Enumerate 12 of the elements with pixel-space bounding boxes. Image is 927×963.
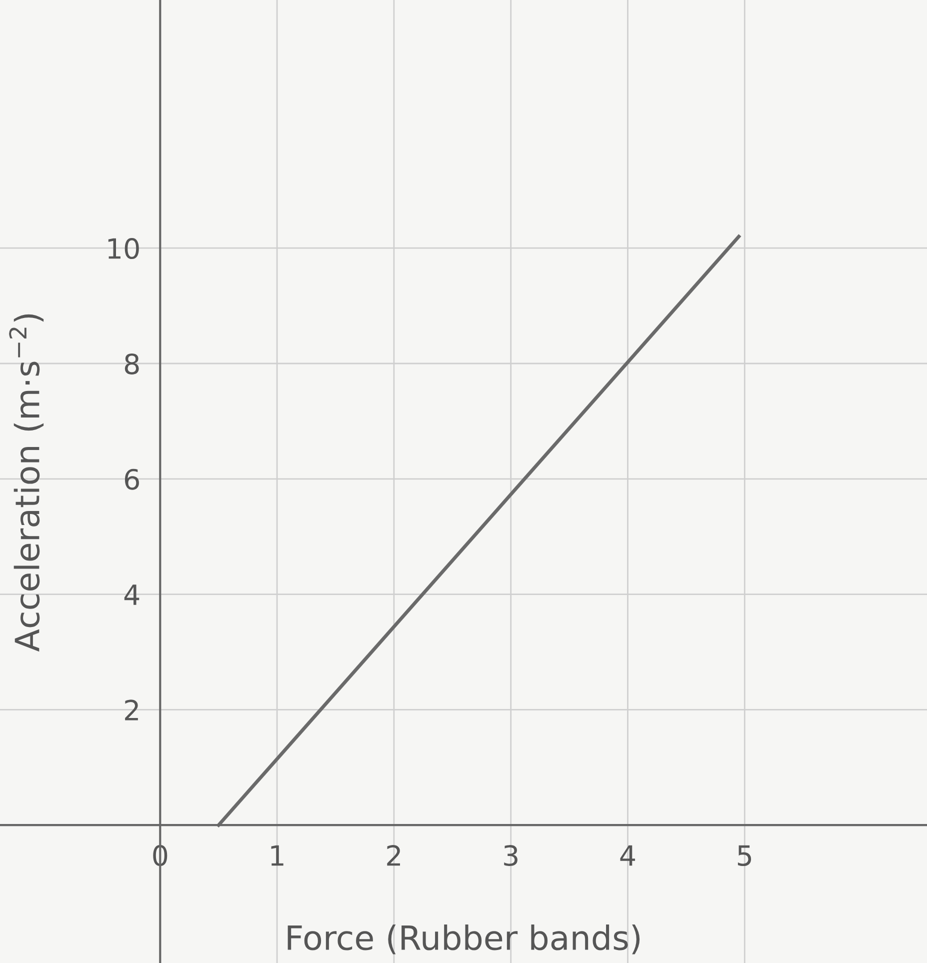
x-tick-label: 4: [620, 845, 636, 866]
y-tick-label: 4: [124, 584, 140, 605]
y-axis-title: Acceleration (m·s$^{−2}$): [9, 314, 44, 652]
x-tick-label: 2: [387, 845, 400, 866]
y-tick-label: 8: [124, 353, 139, 374]
x-axis-title: Force (Rubber bands): [288, 924, 640, 954]
y-tick-label: 10: [108, 238, 139, 260]
y-tick-label: 6: [124, 468, 139, 490]
x-tick-label: 5: [738, 845, 752, 866]
x-tick-label: 1: [271, 845, 284, 866]
y-tick-label: 2: [125, 700, 138, 720]
x-tick-label: 3: [504, 845, 518, 866]
